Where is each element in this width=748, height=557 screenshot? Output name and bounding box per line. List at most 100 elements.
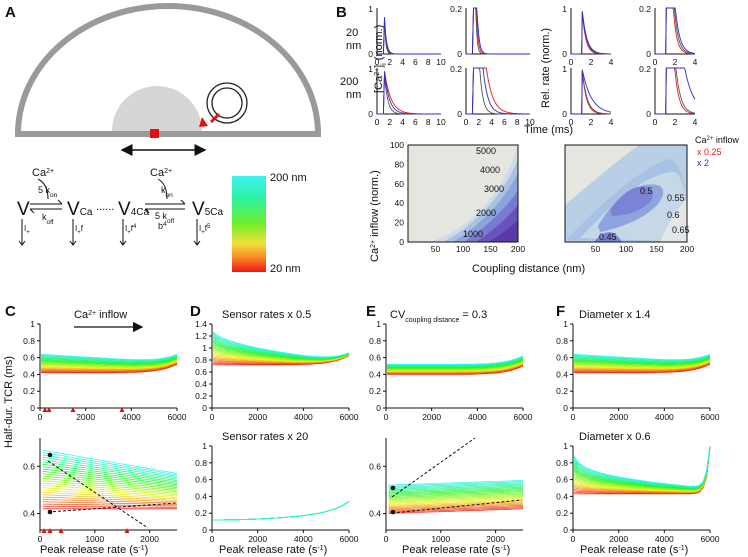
f-bot-curve-25 <box>573 445 711 487</box>
f-top-curve-15 <box>574 357 711 366</box>
b-rate-20-zoom-xtick-0: 0 <box>653 57 658 67</box>
e-top-xtick-2: 4000 <box>468 412 487 422</box>
d-title-bottom: Sensor rates x 20 <box>222 431 308 443</box>
c-top-curve-20 <box>41 355 178 363</box>
f-top-curve-21 <box>574 355 711 363</box>
b-rate-200-full: 0 1 0 2 4 <box>562 64 613 127</box>
equilibrium-arrows <box>29 178 186 214</box>
panel-label-e: E <box>366 303 376 320</box>
c-top-ytick-3: 0.6 <box>23 353 35 363</box>
xlabel-f-sup: -1 <box>678 545 684 552</box>
svg-text:V: V <box>17 199 30 220</box>
b-ca-200-zoom-xtick-1: 2 <box>476 117 481 127</box>
rate-koff: k <box>42 212 47 222</box>
level-0.6: 0.6 <box>667 210 680 220</box>
d-top-ytick-7: 1.4 <box>195 319 207 329</box>
svg-text:I+: I+ <box>24 224 30 236</box>
svg-text:Ca2+ inflow: Ca2+ inflow <box>695 135 739 145</box>
b-ca-200-zoom-ytick-0: 0 <box>457 109 462 119</box>
e-bot-curve-7 <box>388 500 524 506</box>
c-bot-curve-19 <box>42 463 178 483</box>
b-rate-200-zoom-trace-0 <box>655 67 695 115</box>
c-top-curve-16 <box>41 357 178 365</box>
panel-label-c: C <box>5 303 16 320</box>
svg-text:V4Ca: V4Ca <box>118 199 149 220</box>
b-rate-20-full-xtick-0: 0 <box>569 57 574 67</box>
c-bot-marker-2 <box>58 528 64 533</box>
c-top-curve-4 <box>41 362 178 371</box>
level-5000: 5000 <box>476 146 496 156</box>
c-top-curve-6 <box>41 361 178 370</box>
b-rate-200-full-xtick-0: 0 <box>569 117 574 127</box>
row-label-20-nm: nm <box>346 40 361 52</box>
c-bot-xtick-1: 1000 <box>85 534 104 544</box>
b-ca-200-zoom-trace-0 <box>466 67 530 115</box>
c-bot-curve-23 <box>42 454 178 477</box>
b-rate-20-zoom-xtick-1: 2 <box>673 57 678 67</box>
b-rate-20-zoom-trace-1 <box>655 7 695 55</box>
b-rate-200-full-xtick-2: 4 <box>609 117 614 127</box>
plot-c-top: 0 0.2 0.4 0.6 0.8 1 0 2000 4000 6000 <box>23 319 187 422</box>
svg-text:CVcoupling distance = 0.3: CVcoupling distance = 0.3 <box>390 309 487 324</box>
f-top-curve-3 <box>574 362 711 372</box>
e-title-sub: coupling distance <box>405 317 459 324</box>
rate0-main: I <box>24 224 26 233</box>
legend-title-tail: inflow <box>713 135 739 145</box>
e-top-xtick-3: 6000 <box>514 412 533 422</box>
d-top-ytick-0: 0 <box>202 403 207 413</box>
xlabel-c: Peak release rate (s <box>40 544 139 556</box>
e-bot-ytick-1: 0.6 <box>369 461 381 471</box>
contour-ytick-1: 20 <box>395 218 405 228</box>
b-ca-200-full-ytick-0: 0 <box>368 109 373 119</box>
c-bot-marker-0 <box>41 528 47 533</box>
f-top-curve-0 <box>574 363 711 374</box>
rate-5koff: 5 k <box>155 211 168 221</box>
e-bot-curve-5 <box>388 502 524 509</box>
svg-text:Ca2+ inflow: Ca2+ inflow <box>74 309 127 321</box>
b-rate-20-full-trace-2 <box>571 11 611 55</box>
state-v5ca: V <box>192 199 205 220</box>
contour-right-band-8 <box>660 200 687 242</box>
b-ca-200-zoom-xtick-0: 0 <box>464 117 469 127</box>
d-top-ytick-1: 0.2 <box>195 391 207 401</box>
b-ca-200-full-trace-1 <box>377 73 441 115</box>
contour-ytick-4: 80 <box>395 159 405 169</box>
c-bot-curve-17 <box>42 468 178 486</box>
c-bot-curve-16 <box>42 470 178 487</box>
e-bot-dashed-2 <box>391 499 523 514</box>
e-bot-curve-20 <box>388 485 524 492</box>
d-bot-ytick-2: 0.4 <box>195 491 207 501</box>
contour-right-xtick-0: 50 <box>591 244 601 254</box>
c-top-curve-7 <box>41 361 178 370</box>
rate1-sub: + <box>77 230 81 236</box>
svg-text:Ca2+ inflow (norm.): Ca2+ inflow (norm.) <box>369 170 381 262</box>
plot-e-bottom: 0.4 0.6 0 1000 2000 <box>369 437 524 544</box>
e-bot-curve-2 <box>388 506 524 512</box>
rate2-sup: 4 <box>133 224 137 230</box>
inflow-legend: Ca2+ inflow x 0.25 x 2 <box>695 135 739 168</box>
svg-text:I+f4: I+f4 <box>125 224 137 236</box>
plot-c-bottom: 0.4 0.6 0 1000 2000 <box>23 438 178 544</box>
b-rate-20-full-xtick-2: 4 <box>609 57 614 67</box>
d-top-xtick-2: 4000 <box>294 412 313 422</box>
panel-label-f: F <box>556 303 565 320</box>
level-4000: 4000 <box>480 165 500 175</box>
b-ca-20-full-xtick-0: 0 <box>375 57 380 67</box>
e-top-ytick-3: 0.6 <box>369 353 381 363</box>
b-rate-200-full-trace-1 <box>571 71 611 115</box>
f-top-curve-16 <box>574 357 711 365</box>
b-ca-20-full-trace-1 <box>377 20 441 55</box>
xlabel-f: Peak release rate (s <box>580 544 679 556</box>
f-top-curve-13 <box>574 358 711 367</box>
state-v4ca-sub: 4Ca <box>131 207 150 218</box>
f-top-curve-20 <box>574 355 711 363</box>
e-bot-curve-25 <box>388 480 524 486</box>
xlabel-e: Peak release rate (s <box>402 544 501 556</box>
svg-text:Peak release rate (s-1): Peak release rate (s-1) <box>40 544 148 556</box>
b-rate-20-zoom: 0 0.2 0 2 4 <box>639 4 697 67</box>
plot-d-top: 0 0.2 0.4 0.6 0.8 1 1.2 1.4 0 2000 4000 6000 <box>195 319 359 422</box>
ca-ylabel: [Ca <box>373 75 385 93</box>
f-top-xtick-0: 0 <box>571 412 576 422</box>
c-bot-curve-1 <box>42 506 178 508</box>
b-ca-20-full-ytick-1: 1 <box>368 4 373 14</box>
